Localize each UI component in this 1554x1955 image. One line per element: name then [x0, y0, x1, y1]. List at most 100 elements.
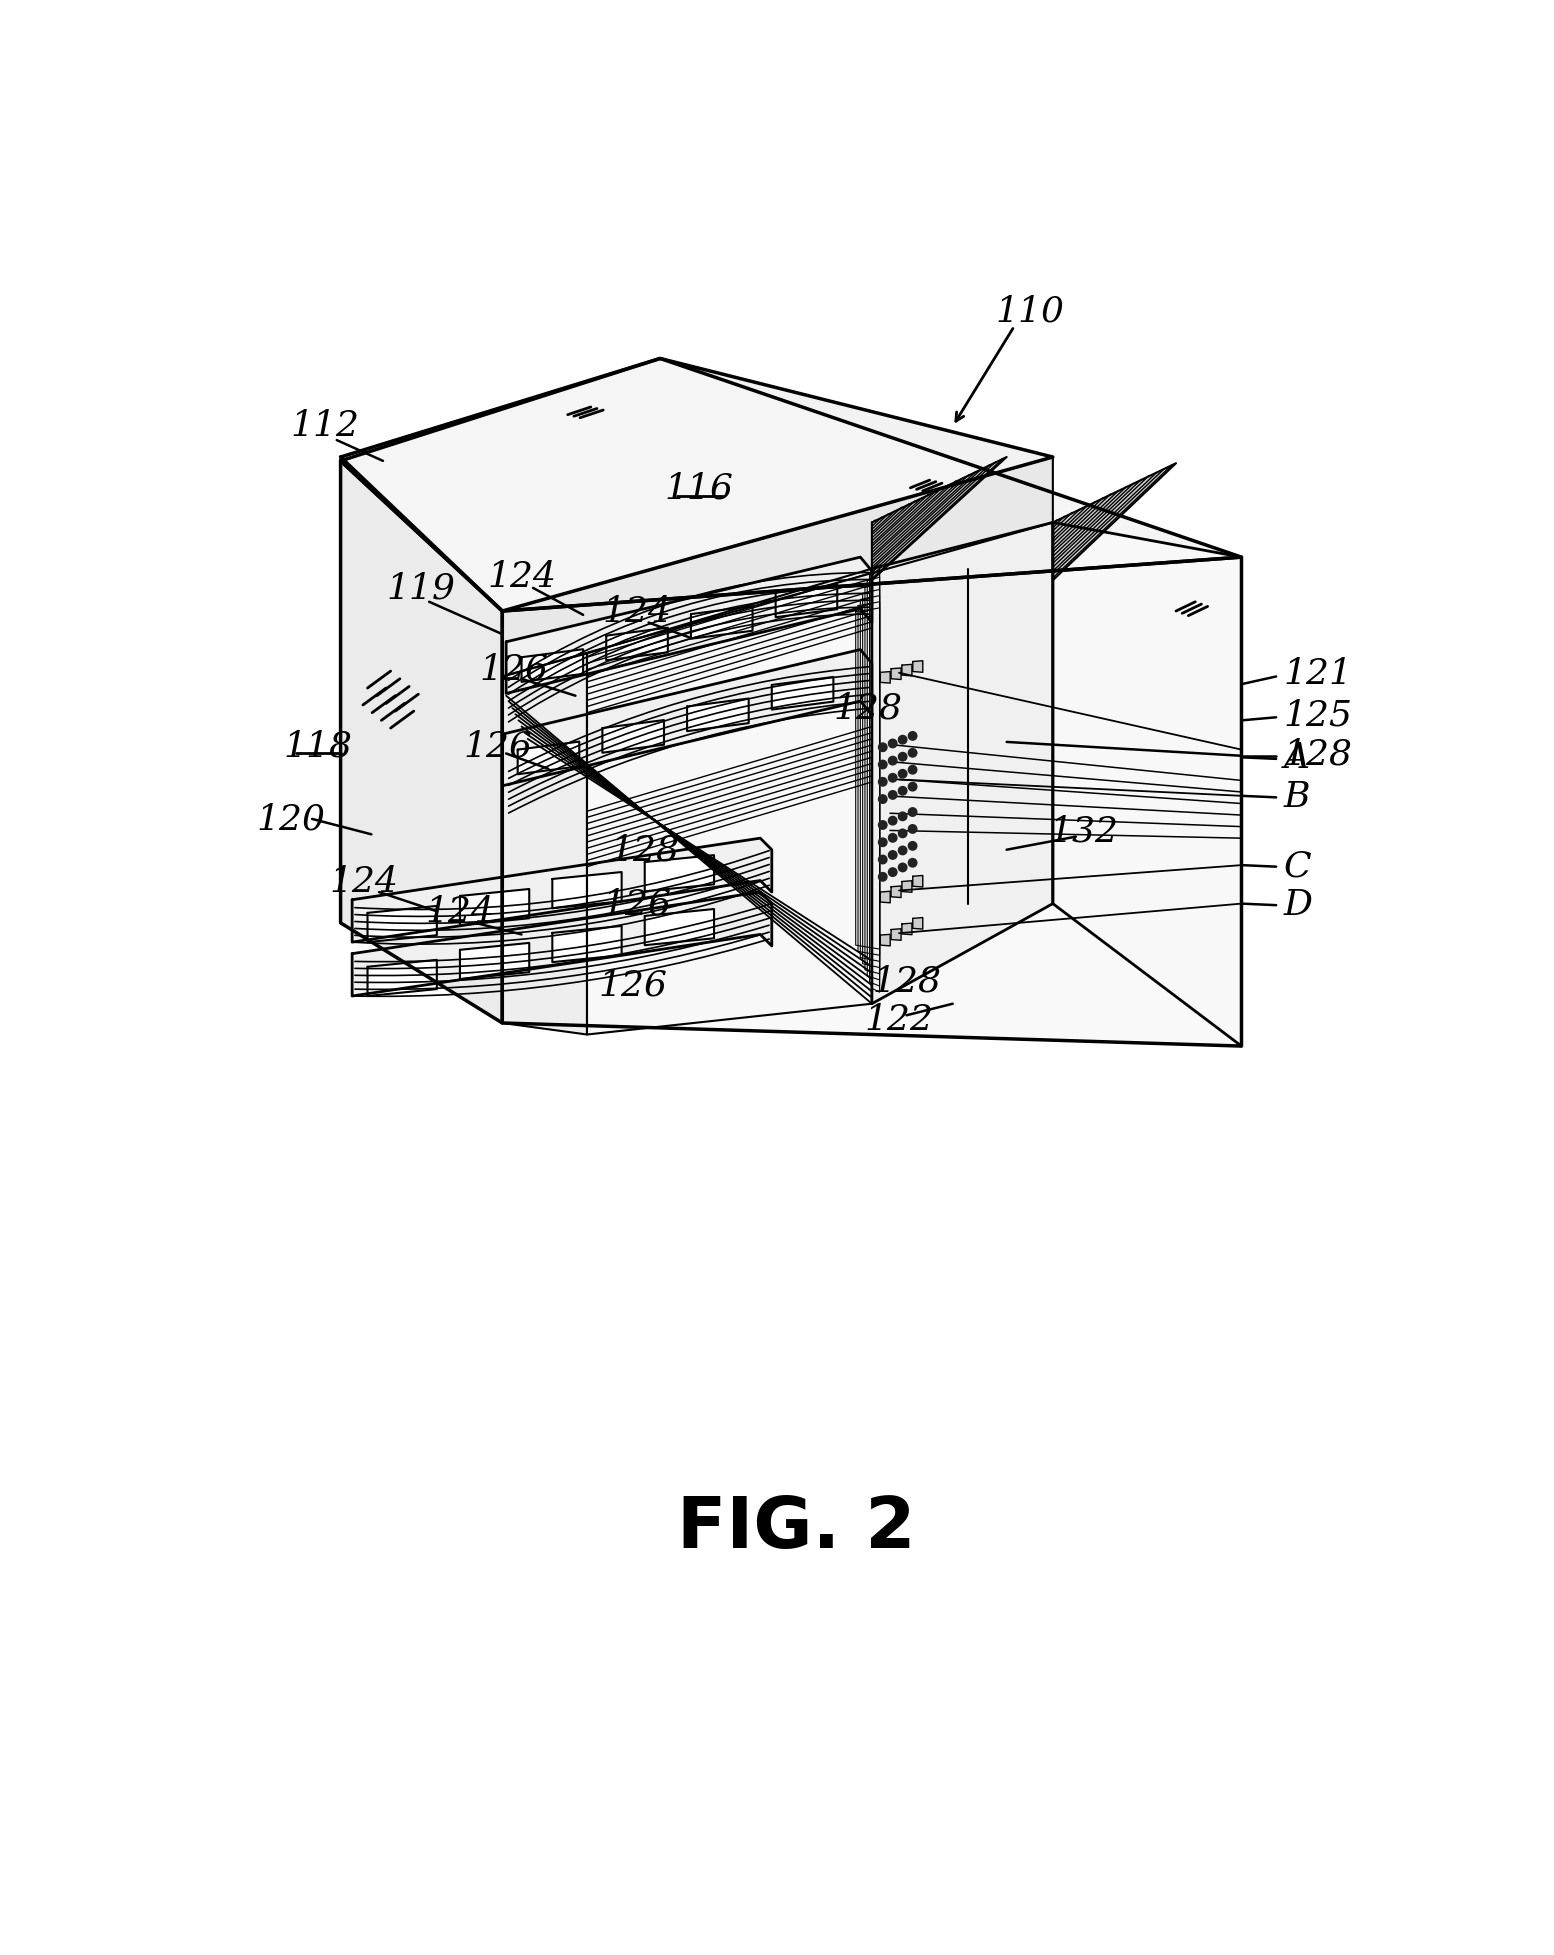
Polygon shape	[687, 700, 749, 731]
Circle shape	[909, 733, 917, 741]
Text: 124: 124	[486, 559, 556, 594]
Circle shape	[878, 760, 887, 770]
Polygon shape	[880, 891, 890, 903]
Circle shape	[889, 757, 897, 766]
Circle shape	[889, 774, 897, 782]
Polygon shape	[890, 886, 901, 897]
Polygon shape	[645, 909, 713, 946]
Polygon shape	[587, 569, 872, 1034]
Text: 126: 126	[598, 968, 668, 1003]
Polygon shape	[502, 457, 1054, 676]
Polygon shape	[507, 557, 872, 694]
Text: 118: 118	[283, 729, 353, 762]
Polygon shape	[775, 585, 838, 618]
Polygon shape	[901, 923, 912, 934]
Polygon shape	[552, 927, 622, 962]
Circle shape	[909, 825, 917, 833]
Circle shape	[878, 743, 887, 753]
Circle shape	[898, 788, 908, 796]
Text: A: A	[1284, 741, 1310, 774]
Text: 128: 128	[872, 964, 942, 999]
Circle shape	[909, 766, 917, 774]
Polygon shape	[517, 743, 580, 774]
Text: 112: 112	[291, 409, 359, 442]
Polygon shape	[880, 934, 890, 946]
Polygon shape	[603, 721, 664, 753]
Polygon shape	[1054, 524, 1242, 1046]
Circle shape	[909, 807, 917, 817]
Circle shape	[898, 829, 908, 839]
Circle shape	[898, 753, 908, 762]
Polygon shape	[692, 606, 752, 639]
Circle shape	[878, 874, 887, 882]
Polygon shape	[880, 673, 890, 684]
Circle shape	[889, 868, 897, 878]
Polygon shape	[606, 628, 668, 661]
Text: 125: 125	[1284, 698, 1354, 733]
Circle shape	[889, 850, 897, 860]
Polygon shape	[522, 649, 583, 682]
Circle shape	[898, 737, 908, 745]
Text: 132: 132	[1049, 813, 1119, 848]
Circle shape	[878, 821, 887, 829]
Circle shape	[878, 856, 887, 864]
Circle shape	[878, 796, 887, 804]
Polygon shape	[901, 882, 912, 893]
Polygon shape	[645, 856, 713, 891]
Polygon shape	[502, 651, 872, 786]
Polygon shape	[368, 960, 437, 997]
Text: 124: 124	[329, 864, 398, 897]
Polygon shape	[912, 876, 923, 888]
Polygon shape	[890, 669, 901, 680]
Text: B: B	[1284, 780, 1310, 813]
Text: 126: 126	[603, 888, 671, 921]
Circle shape	[909, 749, 917, 759]
Polygon shape	[912, 919, 923, 931]
Text: C: C	[1284, 848, 1312, 882]
Polygon shape	[340, 360, 1054, 612]
Circle shape	[898, 813, 908, 821]
Text: 121: 121	[1284, 657, 1354, 690]
Text: 122: 122	[864, 1003, 934, 1036]
Polygon shape	[340, 461, 502, 1024]
Circle shape	[889, 739, 897, 749]
Text: 128: 128	[611, 833, 679, 868]
Polygon shape	[502, 655, 587, 1034]
Polygon shape	[872, 457, 1007, 581]
Polygon shape	[1054, 463, 1176, 581]
Circle shape	[909, 843, 917, 850]
Polygon shape	[502, 557, 1242, 1046]
Circle shape	[909, 784, 917, 792]
Text: 116: 116	[664, 471, 733, 506]
Circle shape	[889, 835, 897, 843]
Polygon shape	[552, 872, 622, 909]
Circle shape	[878, 839, 887, 847]
Polygon shape	[353, 893, 772, 997]
Polygon shape	[872, 524, 1054, 1005]
Text: 128: 128	[833, 690, 903, 725]
Text: 119: 119	[387, 571, 455, 606]
Text: 126: 126	[465, 729, 533, 762]
Circle shape	[878, 778, 887, 786]
Text: 120: 120	[256, 802, 325, 837]
Polygon shape	[901, 665, 912, 676]
Circle shape	[889, 792, 897, 800]
Polygon shape	[772, 678, 833, 710]
Text: 124: 124	[603, 594, 671, 630]
Text: 128: 128	[1284, 737, 1354, 770]
Polygon shape	[368, 907, 437, 942]
Polygon shape	[340, 360, 1242, 612]
Polygon shape	[460, 944, 530, 979]
Circle shape	[909, 858, 917, 868]
Polygon shape	[353, 839, 772, 942]
Circle shape	[889, 817, 897, 825]
Text: 124: 124	[426, 895, 494, 929]
Circle shape	[898, 770, 908, 778]
Polygon shape	[460, 890, 530, 927]
Polygon shape	[912, 661, 923, 673]
Text: FIG. 2: FIG. 2	[678, 1494, 915, 1562]
Polygon shape	[890, 929, 901, 940]
Text: 110: 110	[995, 295, 1064, 328]
Text: D: D	[1284, 888, 1313, 921]
Circle shape	[898, 864, 908, 872]
